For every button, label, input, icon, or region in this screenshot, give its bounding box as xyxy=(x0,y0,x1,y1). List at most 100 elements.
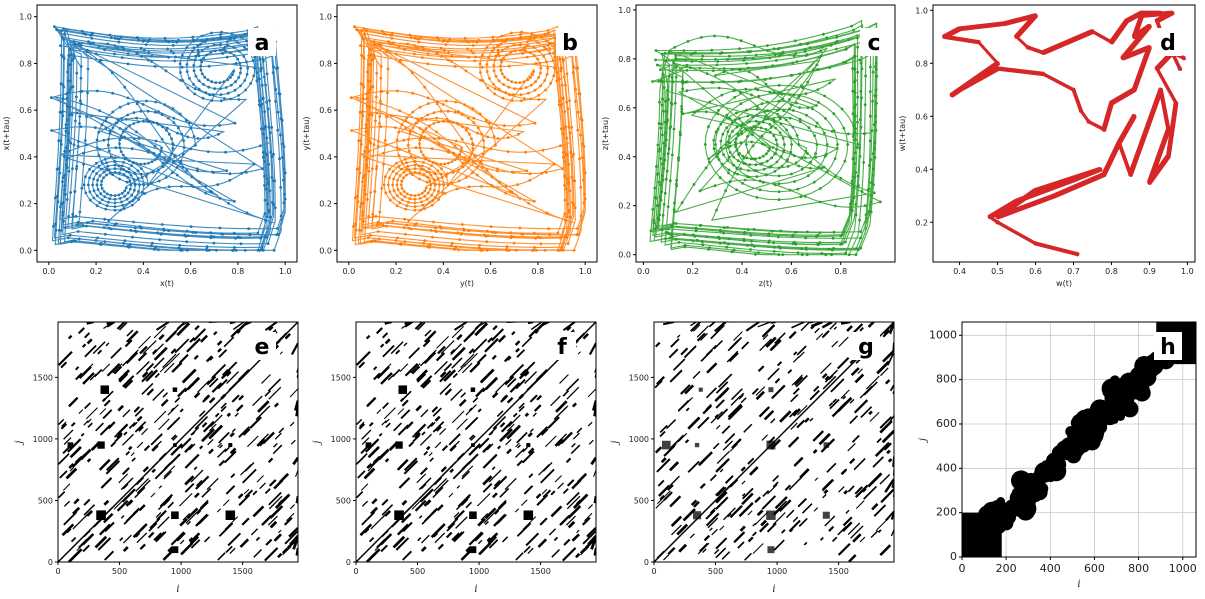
recurrence-line xyxy=(184,475,195,486)
recurrence-line xyxy=(723,507,736,521)
trajectory-point xyxy=(553,66,556,70)
trajectory-point xyxy=(142,48,146,52)
trajectory-point xyxy=(256,231,260,235)
trajectory-point xyxy=(572,248,576,252)
trajectory-point xyxy=(198,181,201,184)
trajectory-point xyxy=(381,224,385,227)
panel-letter-bg xyxy=(1154,332,1182,360)
recurrence-line xyxy=(699,483,706,490)
trajectory-point xyxy=(266,107,270,111)
recurrence-line xyxy=(514,340,521,346)
recurrence-line xyxy=(565,457,572,463)
trajectory-point xyxy=(501,96,505,100)
trajectory-point xyxy=(565,100,568,104)
axes-frame xyxy=(36,4,298,263)
trajectory-point xyxy=(673,45,677,49)
recurrence-line xyxy=(414,432,421,439)
trajectory-point xyxy=(76,144,80,148)
recurrence-line xyxy=(506,377,517,388)
recurrence-line xyxy=(97,537,112,551)
recurrence-line xyxy=(749,466,759,476)
recurrence-line xyxy=(461,470,470,480)
recurrence-line xyxy=(434,415,441,422)
trajectory-point xyxy=(103,157,107,161)
trajectory-point xyxy=(122,48,126,52)
trajectory-point xyxy=(720,93,724,97)
trajectory-point xyxy=(68,47,72,51)
recurrence-line xyxy=(118,473,129,484)
recurrence-line xyxy=(206,375,217,386)
trajectory-point xyxy=(823,94,826,98)
trajectory-point xyxy=(120,191,124,195)
recurrence-line xyxy=(677,432,688,443)
recurrence-line xyxy=(859,536,866,543)
trajectory-point xyxy=(681,112,685,116)
trajectory-point xyxy=(234,236,238,240)
trajectory-point xyxy=(804,149,808,153)
trajectory-point xyxy=(362,219,365,223)
recurrence-line xyxy=(828,525,835,532)
trajectory-point xyxy=(725,113,729,117)
trajectory-point xyxy=(790,74,794,77)
trajectory-point xyxy=(681,87,684,91)
trajectory-point xyxy=(654,58,657,62)
trajectory-point xyxy=(874,129,878,132)
trajectory-point xyxy=(175,40,179,44)
trajectory-point xyxy=(666,118,669,122)
trajectory-point xyxy=(869,65,872,69)
trajectory-point xyxy=(105,204,109,208)
trajectory-point xyxy=(832,112,836,116)
trajectory-point xyxy=(759,126,763,130)
trajectory-point xyxy=(160,232,164,235)
recurrence-line xyxy=(527,547,534,555)
recurrence-line xyxy=(216,508,222,513)
trajectory-point xyxy=(364,123,368,127)
trajectory-point xyxy=(731,121,734,124)
recurrence-line xyxy=(733,331,743,341)
trajectory-point xyxy=(738,117,741,120)
trajectory-point xyxy=(127,167,131,171)
trajectory-point xyxy=(154,100,158,104)
recurrence-line xyxy=(730,395,741,406)
trajectory-point xyxy=(667,50,671,54)
trajectory-point xyxy=(794,52,798,55)
trajectory-point xyxy=(658,195,662,199)
trajectory-point xyxy=(236,57,240,61)
trajectory-point xyxy=(220,30,224,34)
recurrence-line xyxy=(519,369,528,377)
trajectory-point xyxy=(413,205,417,209)
trajectory-point xyxy=(260,245,264,249)
trajectory-point xyxy=(819,49,822,53)
trajectory-point xyxy=(704,166,708,170)
trajectory-point xyxy=(464,39,468,43)
trajectory-point xyxy=(407,168,411,172)
recurrence-line xyxy=(451,357,463,369)
trajectory-point xyxy=(192,185,195,189)
trajectory-point xyxy=(397,130,401,134)
recurrence-line xyxy=(174,397,181,403)
recurrence-line xyxy=(542,489,552,498)
recurrence-block xyxy=(225,510,236,520)
panel-letter-bg xyxy=(248,28,276,56)
recurrence-line xyxy=(711,528,718,536)
trajectory-point xyxy=(126,102,130,105)
trajectory-point xyxy=(657,204,661,208)
y-axis-label: z(t+tau) xyxy=(601,117,610,150)
trajectory-point xyxy=(871,99,874,103)
recurrence-line xyxy=(714,414,719,419)
recurrence-line xyxy=(177,387,188,398)
trajectory-point xyxy=(395,161,398,165)
recurrence-line xyxy=(125,450,131,456)
trajectory-point xyxy=(430,203,434,207)
recurrence-line xyxy=(436,504,444,512)
recurrence-line xyxy=(738,502,754,518)
panel-letter-e: e xyxy=(255,335,270,360)
trajectory-point xyxy=(100,123,104,127)
recurrence-line xyxy=(126,329,134,337)
trajectory-point xyxy=(439,109,443,113)
trajectory-point xyxy=(173,59,177,63)
trajectory-point xyxy=(108,131,112,135)
recurrence-line xyxy=(451,410,465,424)
trajectory-point xyxy=(875,74,879,78)
trajectory-point xyxy=(862,161,865,164)
